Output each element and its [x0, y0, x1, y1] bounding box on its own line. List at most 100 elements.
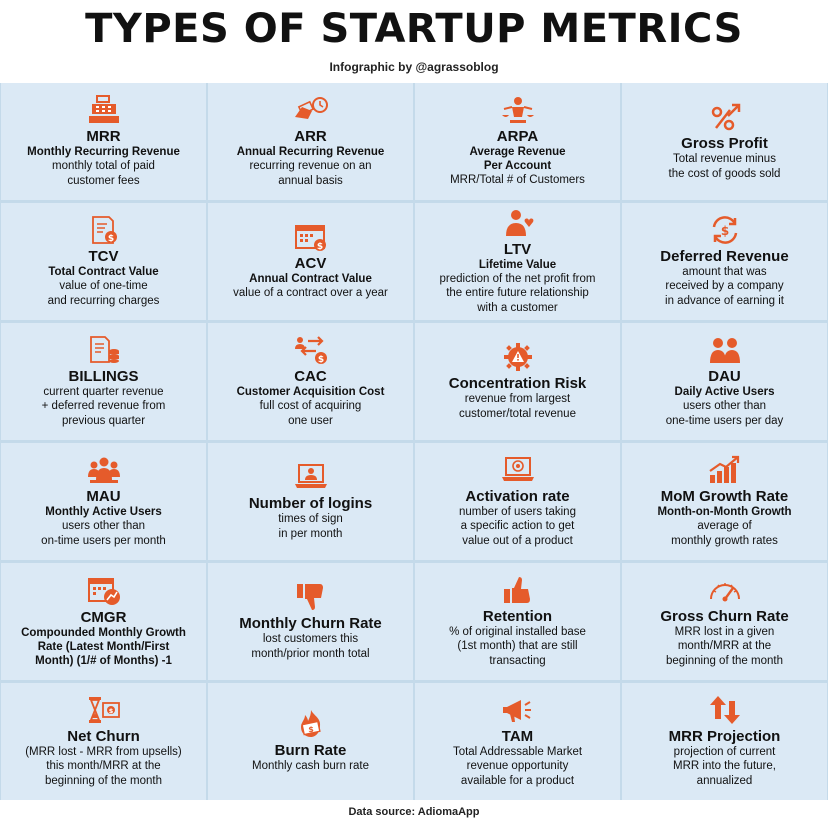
metric-name: BILLINGS	[68, 367, 139, 385]
growth-chart-icon	[708, 455, 742, 485]
exchange-arrows-icon: $	[294, 335, 328, 365]
svg-text:$: $	[317, 355, 323, 365]
metric-card-tam: TAM Total Addressable Market revenue oppo…	[415, 683, 620, 800]
metric-card-mau: MAU Monthly Active Users users other than …	[1, 443, 206, 560]
cash-register-icon	[87, 95, 121, 125]
metric-name: ARPA	[496, 128, 539, 146]
metric-name: LTV	[503, 240, 532, 258]
calendar-dollar-icon: $	[294, 222, 328, 252]
contract-dollar-icon: $	[87, 215, 121, 245]
calendar-chart-icon	[87, 576, 121, 606]
user-group-icon	[87, 455, 121, 485]
metric-name: Concentration Risk	[448, 375, 587, 392]
metric-description: (MRR lost - MRR from upsells) this month…	[25, 745, 182, 787]
balance-person-icon	[501, 95, 535, 125]
metric-card-monthly-churn-rate: Monthly Churn Rate lost customers this mo…	[208, 563, 413, 680]
metric-full-name: Average Revenue Per Account	[469, 146, 566, 173]
metric-description: MRR lost in a given month/MRR at the beg…	[665, 625, 783, 667]
svg-text:$: $	[107, 234, 113, 244]
metric-description: lost customers this month/prior month to…	[251, 633, 370, 660]
laptop-target-icon	[501, 455, 535, 485]
metric-name: Retention	[482, 607, 553, 625]
metric-description: value of a contract over a year	[233, 287, 388, 300]
metric-description: average of monthly growth rates	[671, 520, 778, 547]
metric-card-concentration-risk: Concentration Risk revenue from largest c…	[415, 323, 620, 440]
svg-text:$: $	[108, 707, 113, 715]
metric-name: TAM	[501, 727, 534, 745]
metric-description: Total revenue minus the cost of goods so…	[668, 153, 781, 180]
metric-name: Gross Churn Rate	[660, 607, 789, 625]
svg-text:$: $	[316, 242, 322, 252]
metric-card-gross-profit: Gross Profit Total revenue minus the cost…	[622, 83, 827, 200]
metric-name: Number of logins	[248, 495, 373, 512]
metric-card-mom-growth-rate: MoM Growth Rate Month-on-Month Growth aver…	[622, 443, 827, 560]
metric-description: prediction of the net profit from the en…	[439, 272, 596, 314]
metric-card-ltv: LTV Lifetime Value prediction of the net p…	[415, 203, 620, 320]
metrics-grid: MRR Monthly Recurring Revenue monthly tota…	[0, 83, 828, 800]
metric-description: % of original installed base (1st month)…	[449, 625, 586, 667]
burning-money-icon: $	[294, 709, 328, 739]
metric-name: MAU	[86, 488, 121, 505]
metric-card-number-of-logins: Number of logins times of sign in per mon…	[208, 443, 413, 560]
metric-card-gross-churn-rate: Gross Churn Rate MRR lost in a given mont…	[622, 563, 827, 680]
metric-card-billings: BILLINGS current quarter revenue + deferr…	[1, 323, 206, 440]
metric-description: times of sign in per month	[278, 513, 343, 540]
metric-full-name: Month-on-Month Growth	[657, 506, 792, 518]
svg-text:$: $	[720, 224, 728, 238]
metric-description: number of users taking a specific action…	[459, 505, 576, 547]
metric-card-acv: $ ACV Annual Contract Value value of a cont…	[208, 203, 413, 320]
metric-description: revenue from largest customer/total reve…	[459, 393, 576, 420]
metric-card-cac: $ CAC Customer Acquisition Cost full cost o…	[208, 323, 413, 440]
metric-name: CAC	[294, 368, 327, 385]
metric-description: users other than on-time users per month	[41, 520, 166, 547]
metric-full-name: Annual Recurring Revenue	[236, 146, 385, 158]
page-subtitle: Infographic by @agrassoblog	[329, 60, 499, 74]
thumbs-down-icon	[294, 582, 328, 612]
metric-card-deferred-revenue: $ Deferred Revenue amount that was receive…	[622, 203, 827, 320]
metric-name: ARR	[294, 128, 327, 145]
metric-full-name: Customer Acquisition Cost	[236, 386, 385, 398]
metric-full-name: Monthly Active Users	[45, 506, 162, 518]
document-coins-icon	[87, 335, 121, 365]
metric-description: recurring revenue on an annual basis	[249, 160, 372, 187]
metric-description: value of one-time and recurring charges	[47, 280, 160, 307]
metric-card-retention: Retention% of original installed base (1…	[415, 563, 620, 680]
metric-full-name: Compounded Monthly Growth Rate (Latest M…	[21, 626, 186, 667]
metric-name: Deferred Revenue	[660, 247, 789, 265]
money-clock-icon	[294, 95, 328, 125]
metric-name: MRR Projection	[668, 727, 781, 745]
metric-card-cmgr: CMGR Compounded Monthly Growth Rate (Late…	[1, 563, 206, 680]
metric-card-net-churn: $ Net Churn (MRR lost - MRR from upsells) …	[1, 683, 206, 800]
metric-card-arr: ARR Annual Recurring Revenue recurring rev…	[208, 83, 413, 200]
metric-card-dau: DAU Daily Active Users users other than on…	[622, 323, 827, 440]
dollar-cycle-icon: $	[708, 215, 742, 245]
metric-name: MRR	[86, 128, 121, 145]
percent-arrow-icon	[708, 102, 742, 132]
metric-description: Total Addressable Market revenue opportu…	[452, 745, 583, 787]
svg-text:$: $	[308, 725, 314, 734]
laptop-user-icon	[294, 462, 328, 492]
up-down-arrows-icon	[708, 695, 742, 725]
metric-full-name: Lifetime Value	[478, 258, 557, 271]
metric-full-name: Total Contract Value	[48, 266, 159, 278]
gear-warning-icon	[501, 342, 535, 372]
two-users-icon	[708, 335, 742, 365]
metric-card-burn-rate: $ Burn Rate Monthly cash burn rate	[208, 683, 413, 800]
metric-name: DAU	[708, 368, 741, 385]
metric-card-arpa: ARPA Average Revenue Per Account MRR/Total…	[415, 83, 620, 200]
metric-name: ACV	[294, 255, 327, 273]
metric-card-activation-rate: Activation rate number of users taking a …	[415, 443, 620, 560]
metric-full-name: Annual Contract Value	[249, 273, 372, 286]
metric-description: full cost of acquiring one user	[259, 400, 362, 427]
metric-name: Net Churn	[67, 727, 140, 745]
metric-description: current quarter revenue + deferred reven…	[41, 385, 166, 427]
page-title: TYPES OF STARTUP METRICS	[85, 6, 743, 52]
metric-card-mrr-projection: MRR Projection projection of current MRR …	[622, 683, 827, 800]
metric-description: users other than one-time users per day	[665, 400, 784, 427]
metric-card-mrr: MRR Monthly Recurring Revenue monthly tota…	[1, 83, 206, 200]
metric-description: Monthly cash burn rate	[252, 760, 369, 773]
metric-name: Monthly Churn Rate	[239, 615, 382, 632]
metric-name: Activation rate	[465, 487, 570, 505]
metric-name: TCV	[88, 248, 119, 265]
data-source: Data source: AdiomaApp	[348, 806, 480, 818]
